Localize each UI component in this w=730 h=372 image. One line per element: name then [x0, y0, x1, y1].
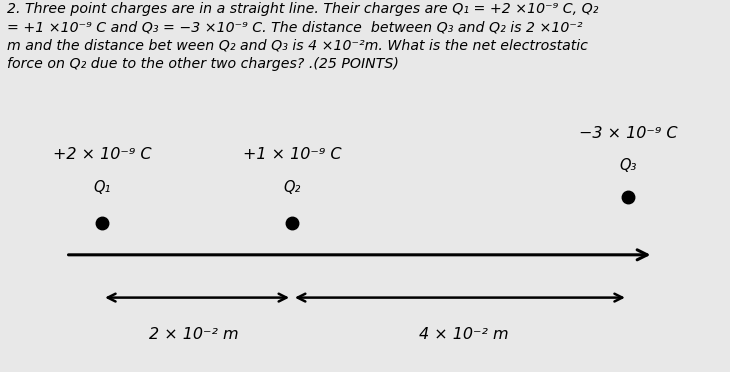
Text: 2 × 10⁻² m: 2 × 10⁻² m	[149, 327, 238, 342]
Text: +1 × 10⁻⁹ C: +1 × 10⁻⁹ C	[243, 147, 341, 162]
Text: 2. Three point charges are in a straight line. Their charges are Q₁ = +2 ×10⁻⁹ C: 2. Three point charges are in a straight…	[7, 2, 599, 71]
Text: Q₁: Q₁	[93, 180, 111, 195]
Text: −3 × 10⁻⁹ C: −3 × 10⁻⁹ C	[579, 126, 677, 141]
Text: Q₃: Q₃	[619, 158, 637, 173]
Text: 4 × 10⁻² m: 4 × 10⁻² m	[419, 327, 508, 342]
Text: Q₂: Q₂	[283, 180, 301, 195]
Text: +2 × 10⁻⁹ C: +2 × 10⁻⁹ C	[53, 147, 151, 162]
